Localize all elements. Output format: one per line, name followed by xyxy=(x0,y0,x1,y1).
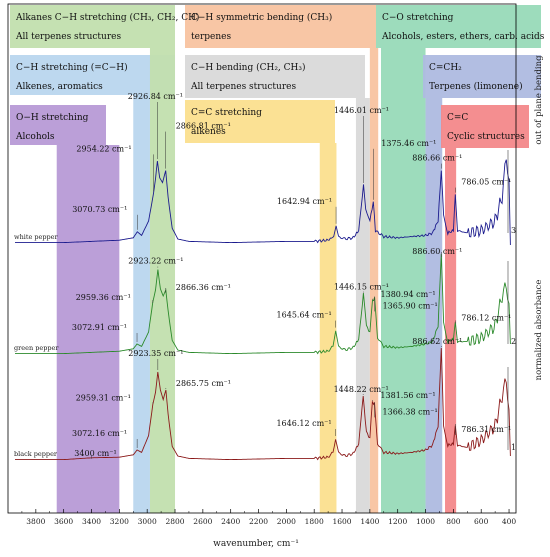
band-subtitle-c-h-bending-ch-ch: All terpenes structures xyxy=(190,82,296,92)
x-tick-label: 1000 xyxy=(416,517,435,526)
band-subtitle-c-h-symmetric-bending-ch: terpenes xyxy=(191,32,231,42)
peak-label: 3072.91 cm⁻¹ xyxy=(72,323,127,332)
band-region-c-h-stretching-c-h xyxy=(133,95,150,513)
band-subtitle-c-c-stretching: alkenes xyxy=(191,127,226,137)
x-tick-label: 3000 xyxy=(138,517,157,526)
band-region-alkanes-c-h-stretching-ch-ch-ch xyxy=(149,48,176,513)
peak-label: 2866.36 cm⁻¹ xyxy=(176,283,231,292)
series-name-black-pepper: black pepper xyxy=(14,450,58,458)
band-subtitle-c-o-stretching: Alcohols, esters, ethers, carb. acids xyxy=(381,32,545,42)
band-region-c-h-symmetric-bending-ch xyxy=(369,48,379,513)
band-title-c-c: C=C xyxy=(447,113,468,123)
band-label-box-c-h-bending-ch-ch xyxy=(185,55,365,98)
band-subtitle-c-ch: Terpenes (limonene) xyxy=(429,81,523,92)
peak-label: 2959.31 cm⁻¹ xyxy=(76,393,131,402)
x-tick-label: 600 xyxy=(474,517,489,526)
band-label-box-c-h-symmetric-bending-ch xyxy=(185,5,376,48)
series-line-white-pepper xyxy=(15,159,511,246)
peak-label: 2954.22 cm⁻¹ xyxy=(76,144,131,153)
trace-index-label: 1 xyxy=(511,443,516,452)
band-subtitle-alkanes-c-h-stretching-ch-ch-ch: All terpenes structures xyxy=(15,32,121,42)
x-tick-label: 800 xyxy=(446,517,461,526)
x-tick-label: 2000 xyxy=(277,517,296,526)
peak-label: 1446.01 cm⁻¹ xyxy=(334,106,389,115)
side-annotation-label: out of plane bending xyxy=(534,55,544,145)
peak-label: 2923.35 cm⁻¹ xyxy=(128,349,183,358)
band-label-box-c-h-stretching-c-h xyxy=(10,55,175,95)
x-tick-label: 1200 xyxy=(388,517,407,526)
band-title-c-c-stretching: C=C stretching xyxy=(191,108,262,118)
band-title-c-ch: C=CH₂ xyxy=(429,63,462,73)
x-tick-label: 2200 xyxy=(249,517,268,526)
series-name-white-pepper: white pepper xyxy=(14,233,59,241)
band-subtitle-c-h-stretching-c-h: Alkenes, aromatics xyxy=(15,82,103,92)
band-title-o-h-stretching: O−H stretching xyxy=(16,113,89,123)
peak-label: 886.62 cm⁻¹ xyxy=(412,337,462,346)
peak-label: 1381.56 cm⁻¹ xyxy=(380,391,435,400)
x-tick-label: 400 xyxy=(502,517,517,526)
peak-label: 3400 cm⁻¹ xyxy=(74,449,116,458)
x-tick-label: 2600 xyxy=(193,517,212,526)
band-label-box-c-o-stretching xyxy=(376,5,541,48)
peak-label: 1365.90 cm⁻¹ xyxy=(383,301,438,310)
peak-label: 2865.75 cm⁻¹ xyxy=(176,379,231,388)
series-line-green-pepper xyxy=(15,253,511,355)
x-tick-label: 1800 xyxy=(305,517,324,526)
peak-label: 886.66 cm⁻¹ xyxy=(412,154,462,163)
x-tick-label: 3600 xyxy=(54,517,73,526)
y-axis-title: normalized absorbance xyxy=(534,280,544,381)
band-label-box-alkanes-c-h-stretching-ch-ch-ch xyxy=(10,5,175,48)
peak-label: 786.05 cm⁻¹ xyxy=(461,178,511,187)
x-tick-label: 1600 xyxy=(332,517,351,526)
peak-label: 1366.38 cm⁻¹ xyxy=(383,407,438,416)
band-title-c-h-stretching-c-h: C−H stretching (=C−H) xyxy=(16,62,128,73)
band-region-c-c-stretching xyxy=(319,143,337,513)
x-tick-label: 3200 xyxy=(110,517,129,526)
peak-label: 1448.22 cm⁻¹ xyxy=(334,385,389,394)
band-region-c-ch xyxy=(425,98,443,513)
peak-label: 2923.22 cm⁻¹ xyxy=(128,257,183,266)
band-region-c-o-stretching xyxy=(380,48,426,513)
peak-label: 3070.73 cm⁻¹ xyxy=(72,205,127,214)
band-label-box-o-h-stretching xyxy=(10,105,106,145)
band-label-box-c-c-stretching xyxy=(185,100,335,143)
band-label-box-c-c xyxy=(441,105,529,148)
peak-label: 1646.12 cm⁻¹ xyxy=(276,419,331,428)
peak-label: 1642.94 cm⁻¹ xyxy=(277,197,332,206)
peak-label: 1375.46 cm⁻¹ xyxy=(381,139,436,148)
peak-label: 786.12 cm⁻¹ xyxy=(461,313,511,322)
x-tick-label: 2400 xyxy=(221,517,240,526)
band-title-c-h-symmetric-bending-ch: C−H symmetric bending (CH₃) xyxy=(191,12,332,23)
band-label-box-c-ch xyxy=(423,55,541,98)
band-subtitle-o-h-stretching: Alcohols xyxy=(15,132,55,142)
peak-label: 2926.84 cm⁻¹ xyxy=(128,92,183,101)
peak-label: 886.60 cm⁻¹ xyxy=(412,247,462,256)
band-title-alkanes-c-h-stretching-ch-ch-ch: Alkanes C−H stretching (CH₃, CH₂, CH) xyxy=(15,12,199,23)
x-tick-label: 2800 xyxy=(165,517,184,526)
band-region-c-c xyxy=(445,148,457,513)
trace-index-label: 2 xyxy=(511,337,516,346)
trace-index-label: 3 xyxy=(511,226,516,235)
series-name-green-pepper: green pepper xyxy=(14,344,59,352)
x-axis-title: wavenumber, cm⁻¹ xyxy=(213,539,299,549)
peak-label: 786.31 cm⁻¹ xyxy=(461,425,511,434)
x-tick-label: 3400 xyxy=(82,517,101,526)
series-line-black-pepper xyxy=(15,347,511,461)
band-title-c-o-stretching: C−O stretching xyxy=(382,13,454,23)
peak-label: 1446.15 cm⁻¹ xyxy=(334,283,389,292)
peak-label: 1645.64 cm⁻¹ xyxy=(277,311,332,320)
x-tick-label: 3800 xyxy=(26,517,45,526)
peak-label: 2959.36 cm⁻¹ xyxy=(76,293,131,302)
x-tick-label: 1400 xyxy=(360,517,379,526)
band-title-c-h-bending-ch-ch: C−H bending (CH₂, CH₃) xyxy=(191,62,306,73)
peak-label: 3072.16 cm⁻¹ xyxy=(72,429,127,438)
band-subtitle-c-c: Cyclic structures xyxy=(447,132,525,142)
band-region-o-h-stretching xyxy=(56,145,120,513)
peak-label: 1380.94 cm⁻¹ xyxy=(381,290,436,299)
plot-frame xyxy=(7,3,517,514)
band-region-c-h-bending-ch-ch xyxy=(355,98,370,513)
peak-label: 2866.81 cm⁻¹ xyxy=(176,122,231,131)
